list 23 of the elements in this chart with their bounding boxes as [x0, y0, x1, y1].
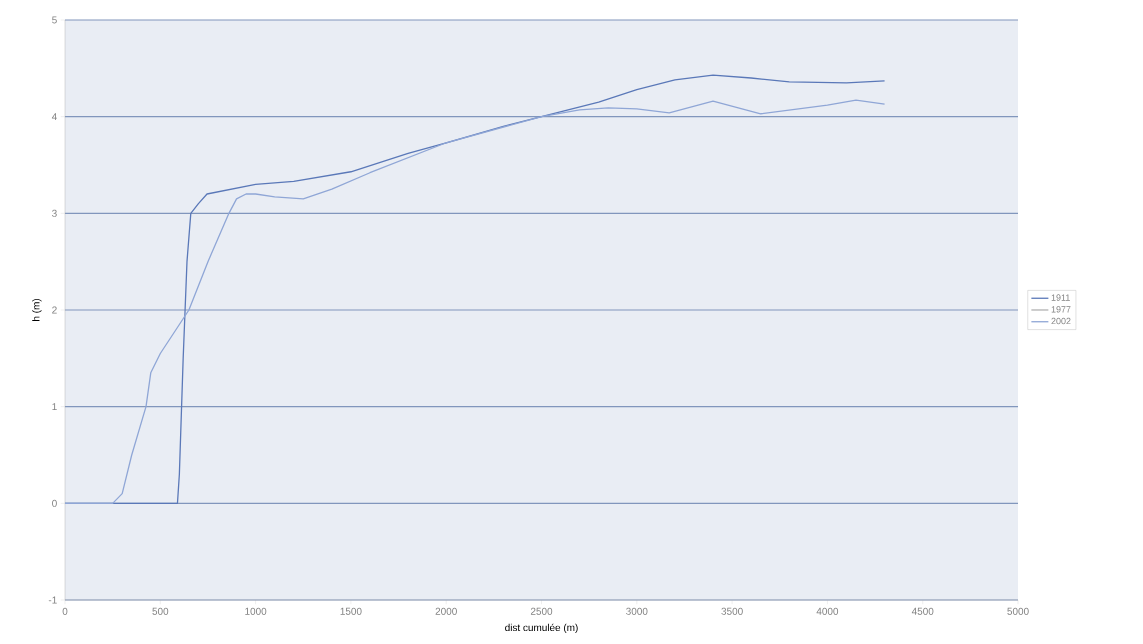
x-tick-label: 1500: [340, 607, 362, 615]
x-tick-label: 1000: [245, 607, 267, 615]
y-tick-label: 0: [52, 499, 57, 507]
y-axis-title: h (m): [32, 299, 42, 321]
x-tick-label: 2500: [530, 607, 553, 615]
y-tick-label: 1: [52, 403, 57, 411]
x-tick-label: 5000: [1007, 607, 1029, 615]
legend-label: 1911: [1051, 294, 1070, 301]
legend-label: 2002: [1051, 317, 1071, 325]
x-tick-label: 4000: [816, 607, 839, 615]
y-tick-label: 3: [52, 209, 57, 217]
x-tick-label: 3000: [626, 607, 648, 615]
y-tick-label: -1: [48, 596, 57, 604]
y-tick-label: 4: [51, 113, 57, 121]
legend-label: 1977: [1051, 306, 1071, 313]
y-tick-label: 5: [52, 16, 57, 24]
x-axis-title: dist cumulée (m): [505, 623, 578, 634]
y-tick-label: 2: [52, 306, 57, 314]
x-tick-label: 3500: [721, 607, 743, 615]
x-tick-label: 2000: [435, 607, 457, 615]
x-tick-label: 4500: [911, 607, 934, 615]
x-tick-label: 500: [152, 607, 169, 615]
x-tick-label: 0: [62, 607, 68, 615]
